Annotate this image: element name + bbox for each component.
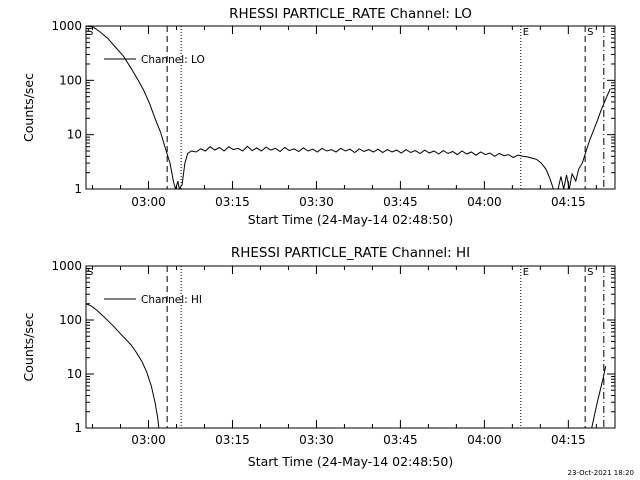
event-marker-label: S <box>587 27 593 38</box>
x-tick-label: 03:45 <box>383 433 418 447</box>
x-tick-label: 03:30 <box>299 433 334 447</box>
x-tick-label: 03:45 <box>383 195 418 209</box>
y-tick-label: 100 <box>59 73 82 87</box>
x-tick-label: 04:15 <box>551 195 586 209</box>
x-tick-label: 04:00 <box>467 433 502 447</box>
x-tick-label: 03:15 <box>215 433 250 447</box>
y-tick-label: 1 <box>74 421 82 435</box>
x-axis-label: Start Time (24-May-14 02:48:50) <box>248 454 453 469</box>
event-marker-label: S <box>87 27 93 38</box>
plot-frame <box>85 25 616 190</box>
y-tick-label: 1 <box>74 182 82 196</box>
x-tick-label: 03:30 <box>299 195 334 209</box>
legend-label: Channel: HI <box>141 294 202 306</box>
y-tick-label: 1000 <box>51 259 82 273</box>
event-marker-label: S <box>587 267 593 278</box>
x-tick-label: 04:15 <box>551 433 586 447</box>
chart-panel-hi: RHESSI PARTICLE_RATE Channel: HI 1 10 100 10… <box>21 245 616 469</box>
plot-frame <box>85 265 616 429</box>
chart-title: RHESSI PARTICLE_RATE Channel: HI <box>231 245 470 261</box>
series-line <box>86 303 160 428</box>
x-axis-label: Start Time (24-May-14 02:48:50) <box>248 212 453 227</box>
generation-timestamp: 23-Oct-2021 18:20 <box>567 469 634 477</box>
y-axis-label: Counts/sec <box>21 312 36 381</box>
x-tick-label: 04:00 <box>467 195 502 209</box>
y-axis-label: Counts/sec <box>21 73 36 142</box>
legend-label: Channel: LO <box>141 54 205 66</box>
series-line <box>591 365 607 428</box>
event-marker-label: E <box>523 267 529 278</box>
event-marker-label: S <box>87 267 93 278</box>
x-tick-label: 03:15 <box>215 195 250 209</box>
y-tick-label: 100 <box>59 313 82 327</box>
chart-panel-lo: RHESSI PARTICLE_RATE Channel: LO 1 10 100 10… <box>21 6 616 227</box>
event-marker-label: E <box>523 27 529 38</box>
x-tick-label: 03:00 <box>131 433 166 447</box>
x-tick-label: 03:00 <box>131 195 166 209</box>
series-line <box>86 26 611 189</box>
y-tick-label: 10 <box>67 367 82 381</box>
y-tick-label: 1000 <box>51 19 82 33</box>
y-tick-label: 10 <box>67 128 82 142</box>
chart-title: RHESSI PARTICLE_RATE Channel: LO <box>229 6 472 22</box>
